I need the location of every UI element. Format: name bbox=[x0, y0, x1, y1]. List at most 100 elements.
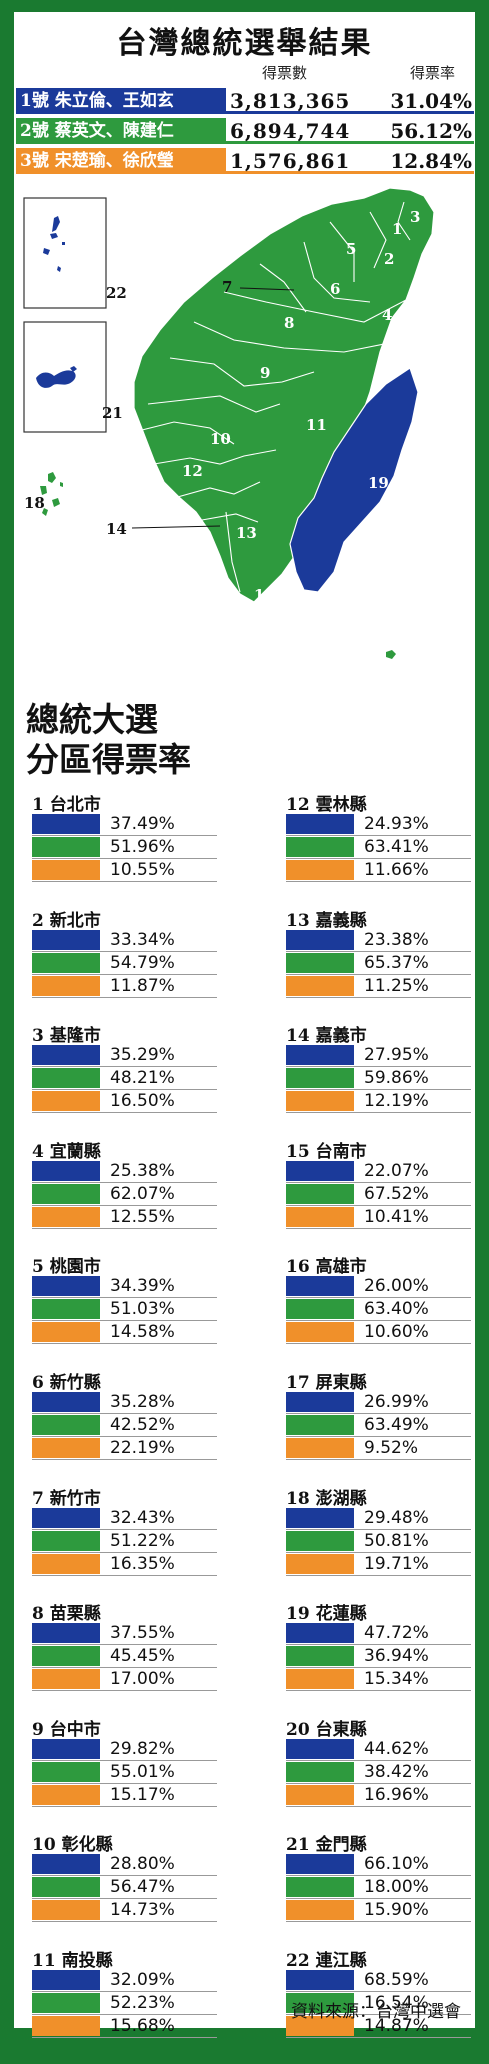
region-name: 10 彰化縣 bbox=[32, 1835, 113, 1856]
row-divider bbox=[286, 973, 471, 975]
candidate-tag: 2號 蔡英文、陳建仁 bbox=[16, 118, 226, 144]
page-title: 台灣總統選舉結果 bbox=[116, 26, 373, 61]
candidate-rate: 12.84% bbox=[390, 149, 472, 173]
region-name: 12 雲林縣 bbox=[286, 795, 367, 815]
party-swatch bbox=[32, 1183, 100, 1204]
party-swatch bbox=[286, 1183, 354, 1204]
subtitle-line1: 總統大選 bbox=[26, 700, 158, 739]
row-divider bbox=[32, 1436, 217, 1437]
party-swatch bbox=[286, 952, 354, 973]
region-block: 15 台南市 22.07% 67.52% 10.41% bbox=[282, 1137, 489, 1255]
region-rate-row: 35.29% bbox=[32, 1045, 237, 1068]
candidate-underline bbox=[16, 111, 474, 114]
party-swatch bbox=[286, 1993, 354, 2013]
region-block: 1 台北市 37.49% 51.96% 10.55% bbox=[28, 790, 243, 908]
region-rate-value: 68.59% bbox=[364, 1970, 429, 1990]
region-rate-row: 28.80% bbox=[32, 1854, 237, 1877]
row-divider bbox=[32, 858, 217, 859]
party-swatch bbox=[32, 1761, 100, 1782]
region-rate-row: 48.21% bbox=[32, 1068, 237, 1091]
party-swatch bbox=[32, 1877, 100, 1898]
inset-lienchiang bbox=[23, 197, 107, 309]
region-block: 4 宜蘭縣 25.38% 62.07% 12.55% bbox=[28, 1137, 243, 1255]
region-rate-row: 32.43% bbox=[32, 1507, 237, 1530]
region-rate-value: 37.55% bbox=[110, 1623, 175, 1644]
region-rate-value: 33.34% bbox=[110, 929, 175, 950]
party-swatch bbox=[286, 1761, 354, 1782]
region-name: 22 連江縣 bbox=[286, 1951, 367, 1971]
row-divider bbox=[286, 1297, 471, 1299]
map-number-labels: 1 2 3 4 5 6 8 9 10 11 12 13 15 16 17 19 … bbox=[182, 208, 420, 682]
penghu-islands bbox=[40, 472, 63, 516]
region-rate-row: 33.34% bbox=[32, 929, 237, 952]
region-rate-row: 15.68% bbox=[32, 2016, 237, 2038]
region-block: 16 高雄市 26.00% 63.40% 10.60% bbox=[282, 1252, 489, 1370]
row-divider bbox=[286, 950, 471, 952]
map-label-3: 3 bbox=[410, 208, 420, 226]
row-divider bbox=[32, 835, 217, 836]
lienchiang-islands bbox=[43, 216, 65, 272]
region-rate-value: 28.80% bbox=[110, 1854, 175, 1875]
region-rate-value: 14.87% bbox=[364, 2016, 429, 2036]
rate-header: 得票率 bbox=[410, 64, 456, 82]
region-name: 11 南投縣 bbox=[32, 1951, 113, 1971]
map-label-15: 15 bbox=[190, 566, 211, 584]
map-label-2: 2 bbox=[384, 250, 394, 268]
region-rate-value: 10.60% bbox=[364, 1322, 429, 1343]
region-rate-value: 65.37% bbox=[364, 952, 429, 973]
party-swatch bbox=[286, 1900, 354, 1921]
party-swatch bbox=[32, 814, 100, 834]
map-label-1: 1 bbox=[392, 220, 402, 238]
row-divider bbox=[286, 1227, 471, 1229]
region-rate-row: 29.48% bbox=[286, 1507, 489, 1530]
region-name: 6 新竹縣 bbox=[32, 1373, 101, 1393]
region-rate-value: 51.03% bbox=[110, 1299, 175, 1320]
party-swatch bbox=[32, 1206, 100, 1227]
region-rate-value: 47.72% bbox=[364, 1623, 429, 1644]
taiwan-map: 1 2 3 4 5 6 8 9 10 11 12 13 15 16 17 19 … bbox=[23, 187, 435, 682]
region-rate-value: 12.55% bbox=[110, 1206, 175, 1227]
region-rate-row: 27.95% bbox=[286, 1045, 489, 1068]
row-divider bbox=[286, 1782, 471, 1784]
party-swatch bbox=[32, 2016, 100, 2036]
map-label-21: 21 bbox=[102, 404, 123, 422]
region-rate-row: 11.66% bbox=[286, 860, 489, 882]
region-rate-row: 10.55% bbox=[32, 860, 237, 882]
region-rate-value: 12.19% bbox=[364, 1091, 429, 1112]
row-divider bbox=[32, 1413, 217, 1414]
region-name: 5 桃園市 bbox=[32, 1257, 101, 1278]
row-divider bbox=[286, 858, 471, 859]
region-rate-row: 65.37% bbox=[286, 952, 489, 975]
row-divider bbox=[32, 1459, 217, 1460]
region-rate-value: 16.50% bbox=[110, 1091, 175, 1112]
party-swatch bbox=[286, 1068, 354, 1089]
region-rate-row: 36.94% bbox=[286, 1646, 489, 1669]
region-rate-row: 16.35% bbox=[32, 1553, 237, 1576]
party-swatch bbox=[32, 1415, 100, 1435]
region-name: 20 台東縣 bbox=[286, 1719, 367, 1740]
party-swatch bbox=[286, 1276, 354, 1297]
row-divider bbox=[286, 1320, 471, 1322]
region-rate-row: 56.47% bbox=[32, 1877, 237, 1900]
row-divider bbox=[286, 996, 471, 998]
party-swatch bbox=[32, 1900, 100, 1921]
region-rate-row: 68.59% bbox=[286, 1970, 489, 1992]
region-rate-row: 11.25% bbox=[286, 975, 489, 998]
region-rate-value: 36.94% bbox=[364, 1646, 429, 1667]
lanyu-island bbox=[386, 650, 396, 659]
party-swatch bbox=[286, 1045, 354, 1066]
map-label-6: 6 bbox=[330, 280, 340, 298]
region-name: 18 澎湖縣 bbox=[286, 1488, 367, 1509]
party-swatch bbox=[32, 1553, 100, 1574]
region-rate-value: 35.29% bbox=[110, 1045, 175, 1066]
row-divider bbox=[32, 1181, 217, 1183]
map-label-7: 7 bbox=[222, 278, 232, 296]
party-swatch bbox=[286, 1299, 354, 1320]
region-rate-row: 63.40% bbox=[286, 1299, 489, 1322]
region-rate-value: 26.00% bbox=[364, 1276, 429, 1297]
region-rate-row: 9.52% bbox=[286, 1438, 489, 1460]
region-rate-value: 55.01% bbox=[110, 1761, 175, 1782]
party-swatch bbox=[286, 1507, 354, 1528]
map-label-5: 5 bbox=[346, 240, 356, 258]
district-boundaries bbox=[141, 201, 411, 593]
